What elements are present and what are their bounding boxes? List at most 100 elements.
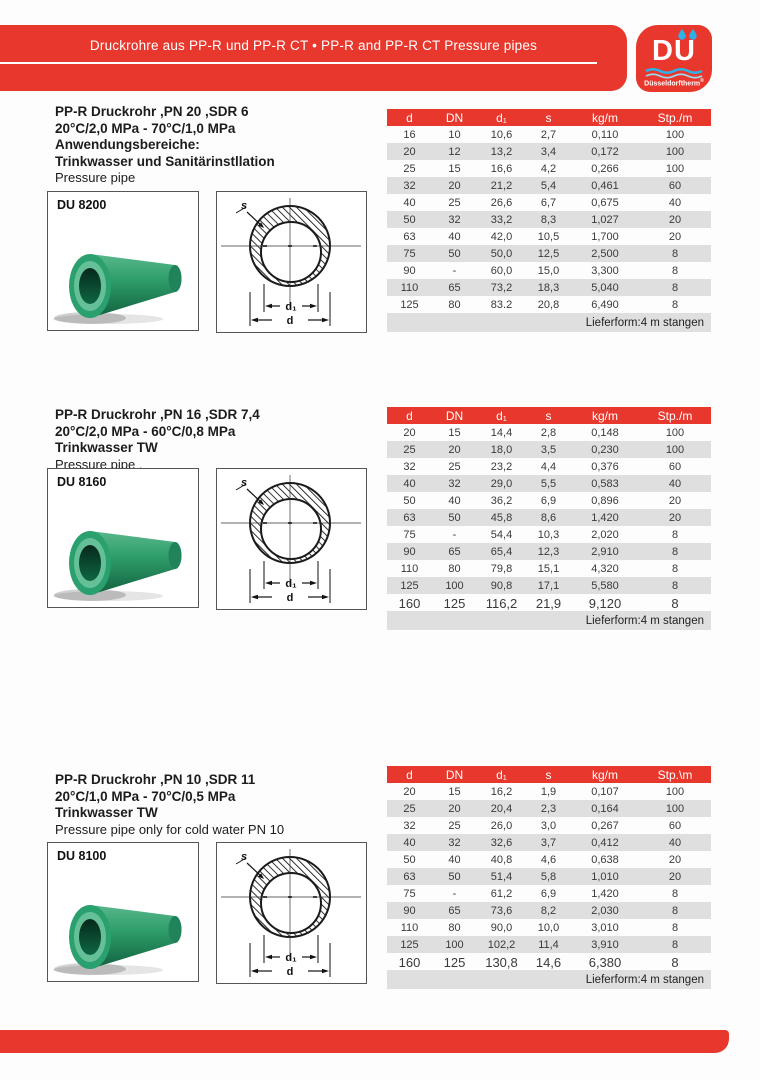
dim-label-d1: d₁ bbox=[285, 301, 297, 313]
cell-s: 3,5 bbox=[540, 444, 557, 456]
cell-dn: 25 bbox=[448, 461, 461, 473]
table-row: 75 50 50,0 12,5 2,500 8 bbox=[387, 245, 711, 262]
cell-d1: 51,4 bbox=[490, 871, 513, 883]
dim-label-s: s bbox=[241, 851, 247, 863]
heading-line: Trinkwasser TW bbox=[55, 440, 158, 455]
logo-brand-name: Düsseldorftherm® bbox=[644, 77, 704, 87]
table-header-row: d DN d₁ s kg/m Stp./m bbox=[387, 407, 711, 424]
column-header: s bbox=[526, 766, 571, 783]
cell-kgm: 2,020 bbox=[591, 529, 619, 541]
table-row: 75 - 61,2 6,9 1,420 8 bbox=[387, 885, 711, 902]
cell-dn: 10 bbox=[448, 129, 461, 141]
cell-stpm: 60 bbox=[668, 461, 682, 473]
cell-kgm: 0,267 bbox=[591, 820, 619, 832]
cell-kgm: 9,120 bbox=[588, 595, 622, 611]
heading-bold-lines: PP-R Druckrohr ,PN 20 ,SDR 6 20°C/2,0 MPa… bbox=[55, 104, 275, 170]
cross-section-drawing: s d₁ d bbox=[221, 198, 361, 327]
cell-s: 2,7 bbox=[540, 129, 557, 141]
cell-kgm: 0,412 bbox=[591, 837, 619, 849]
product-photo-box: DU 8100 bbox=[47, 842, 199, 982]
cell-dn: 100 bbox=[445, 580, 464, 592]
cell-d1: 26,0 bbox=[490, 820, 513, 832]
table-row: 40 32 32,6 3,7 0,412 40 bbox=[387, 834, 711, 851]
cell-stpm: 60 bbox=[668, 820, 682, 832]
cell-kgm: 2,030 bbox=[591, 905, 619, 917]
cell-d: 50 bbox=[403, 214, 416, 226]
cell-stpm: 20 bbox=[668, 231, 682, 243]
cell-d1: 65,4 bbox=[490, 546, 513, 558]
cell-d: 160 bbox=[398, 595, 421, 611]
column-header: kg/m bbox=[571, 766, 639, 783]
cell-dn: 50 bbox=[448, 248, 461, 260]
table-row: 110 80 90,0 10,0 3,010 8 bbox=[387, 919, 711, 936]
cell-d: 75 bbox=[403, 888, 416, 900]
cell-d1: 16,6 bbox=[490, 163, 513, 175]
cell-d1: 36,2 bbox=[490, 495, 513, 507]
cell-s: 6,9 bbox=[540, 495, 557, 507]
cell-kgm: 0,230 bbox=[591, 444, 619, 456]
dim-label-d1: d₁ bbox=[285, 952, 297, 964]
cell-stpm: 20 bbox=[668, 214, 682, 226]
cell-stpm: 8 bbox=[671, 529, 679, 541]
cell-d1: 20,4 bbox=[490, 803, 513, 815]
table-header-row: d DN d₁ s kg/m Stp./m bbox=[387, 109, 711, 126]
column-header: DN bbox=[432, 407, 477, 424]
cell-dn: 80 bbox=[448, 563, 461, 575]
cell-dn: 20 bbox=[448, 444, 461, 456]
table-row: 125 80 83.2 20,8 6,490 8 bbox=[387, 296, 711, 313]
header-rule bbox=[0, 62, 597, 64]
cell-s: 21,9 bbox=[535, 595, 562, 611]
cell-dn: 25 bbox=[448, 197, 461, 209]
cell-stpm: 8 bbox=[671, 954, 679, 970]
cell-d1: 50,0 bbox=[490, 248, 513, 260]
cell-s: 4,2 bbox=[540, 163, 557, 175]
cell-dn: 20 bbox=[448, 803, 461, 815]
table-row: 32 25 26,0 3,0 0,267 60 bbox=[387, 817, 711, 834]
logo-letters: DU bbox=[652, 35, 696, 67]
section-subheading: Pressure pipe . bbox=[55, 456, 143, 472]
cell-s: 11,4 bbox=[538, 939, 559, 951]
cell-kgm: 0,172 bbox=[591, 146, 619, 158]
cell-s: 4,4 bbox=[540, 461, 557, 473]
cell-s: 5,8 bbox=[540, 871, 557, 883]
cell-s: 1,9 bbox=[540, 786, 557, 798]
cell-d1: 33,2 bbox=[490, 214, 513, 226]
column-header: kg/m bbox=[571, 109, 639, 126]
cell-stpm: 8 bbox=[671, 922, 679, 934]
cell-d1: 73,6 bbox=[490, 905, 513, 917]
cell-d: 110 bbox=[400, 282, 419, 294]
cell-dn: 25 bbox=[448, 820, 461, 832]
cell-s: 6,7 bbox=[540, 197, 557, 209]
cell-dn: 15 bbox=[448, 427, 461, 439]
cell-d: 90 bbox=[403, 905, 416, 917]
cell-kgm: 6,490 bbox=[591, 299, 619, 311]
cell-kgm: 3,910 bbox=[591, 939, 619, 951]
heading-line: 20°C/2,0 MPa - 60°C/0,8 MPa bbox=[55, 423, 236, 439]
column-header: DN bbox=[432, 109, 477, 126]
cell-kgm: 6,380 bbox=[588, 954, 622, 970]
cell-s: 2,3 bbox=[540, 803, 557, 815]
pipe-cross-section-diagram: s d₁ d bbox=[216, 468, 367, 610]
cell-d: 75 bbox=[403, 529, 416, 541]
cell-d: 16 bbox=[403, 129, 416, 141]
cell-s: 3,4 bbox=[540, 146, 557, 158]
cell-s: 18,3 bbox=[537, 282, 560, 294]
cell-d: 63 bbox=[403, 871, 416, 883]
table-footer-row: Lieferform:4 m stangen bbox=[387, 970, 711, 989]
cell-kgm: 0,583 bbox=[591, 478, 619, 490]
pipe-cross-section-diagram: s d₁ d bbox=[216, 191, 367, 333]
column-header: s bbox=[526, 109, 571, 126]
cell-dn: 50 bbox=[448, 512, 461, 524]
heading-line: PP-R Druckrohr ,PN 10 ,SDR 11 bbox=[55, 772, 256, 787]
cell-stpm: 100 bbox=[665, 444, 685, 456]
cell-kgm: 0,376 bbox=[591, 461, 619, 473]
cell-d1: 40,8 bbox=[490, 854, 513, 866]
table-row: 50 40 36,2 6,9 0,896 20 bbox=[387, 492, 711, 509]
cell-d1: 73,2 bbox=[490, 282, 513, 294]
dim-label-s: s bbox=[241, 477, 247, 489]
cell-dn: 20 bbox=[448, 180, 461, 192]
cell-dn: 50 bbox=[448, 871, 461, 883]
cell-kgm: 0,896 bbox=[591, 495, 619, 507]
cell-stpm: 100 bbox=[665, 427, 685, 439]
table-row: 125 100 102,2 11,4 3,910 8 bbox=[387, 936, 711, 953]
